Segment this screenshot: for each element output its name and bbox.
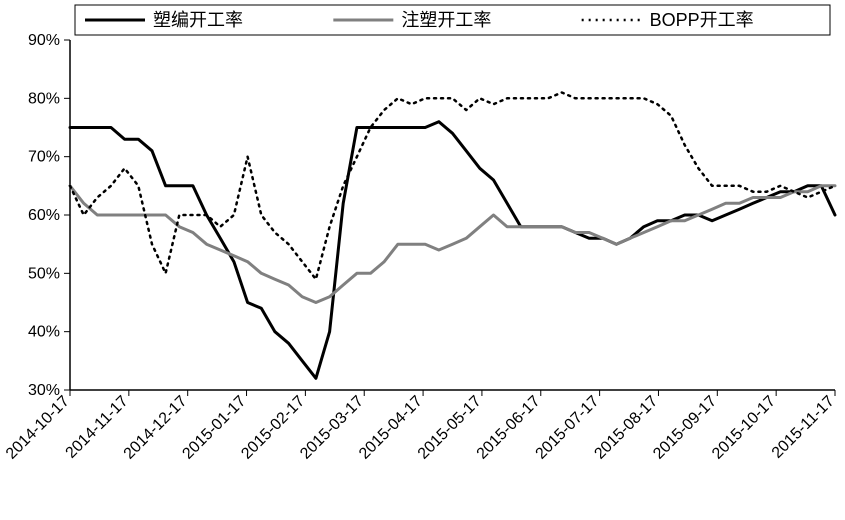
y-tick-label: 90% (28, 32, 60, 49)
chart-container: 30%40%50%60%70%80%90%2014-10-172014-11-1… (0, 0, 845, 520)
legend: 塑编开工率 注塑开工率 BOPP开工率 (75, 5, 830, 35)
series-line (70, 122, 835, 379)
y-tick-label: 60% (28, 207, 60, 224)
legend-label: 注塑开工率 (401, 10, 491, 30)
x-tick-label: 2014-10-17 (3, 393, 73, 463)
x-tick-label: 2015-10-17 (709, 393, 779, 463)
legend-label: BOPP开工率 (650, 10, 754, 30)
line-chart: 30%40%50%60%70%80%90%2014-10-172014-11-1… (0, 0, 845, 520)
series-line (70, 186, 835, 303)
y-tick-label: 70% (28, 149, 60, 166)
y-tick-label: 80% (28, 90, 60, 107)
legend-label: 塑编开工率 (153, 10, 243, 30)
y-tick-label: 40% (28, 324, 60, 341)
x-tick-label: 2015-11-17 (769, 393, 838, 462)
y-tick-label: 30% (28, 382, 60, 399)
y-tick-label: 50% (28, 265, 60, 282)
